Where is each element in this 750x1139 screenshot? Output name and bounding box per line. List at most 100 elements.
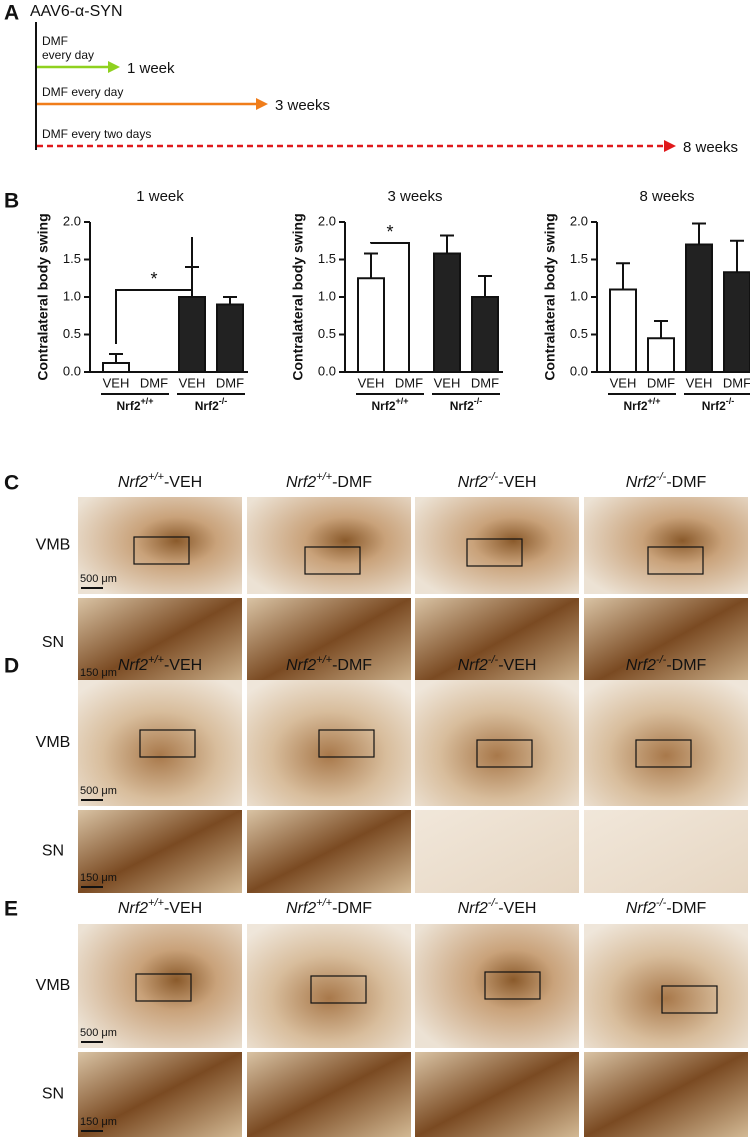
y-tick-label: 1.0: [570, 288, 588, 303]
significance-mark: *: [386, 222, 393, 242]
y-axis-label: Contralateral body swing: [542, 213, 558, 380]
sn-image: [78, 1052, 242, 1137]
x-tick-label: DMF: [647, 375, 675, 390]
treatment-label: every day: [42, 48, 94, 62]
significance-bracket: [370, 242, 410, 372]
gene-name: Nrf2: [458, 474, 488, 491]
y-tick-label: 2.0: [318, 213, 336, 228]
gene-name: Nrf2: [458, 900, 488, 917]
y-tick-label: 1.5: [318, 251, 336, 266]
arrow-head: [256, 98, 268, 110]
group-name: Nrf2: [195, 399, 219, 413]
y-tick-label: 1.0: [318, 288, 336, 303]
group-name: Nrf2: [702, 399, 726, 413]
sn-image: [247, 810, 411, 893]
y-axis-label: Contralateral body swing: [290, 213, 306, 380]
gene-name: Nrf2: [118, 474, 148, 491]
roi-box: [484, 971, 541, 1000]
duration-label: 3 weeks: [275, 97, 330, 114]
treatment: -DMF: [332, 657, 372, 674]
genotype-sup: -/-: [488, 471, 499, 483]
treatment: -DMF: [666, 900, 706, 917]
sn-image: [78, 598, 242, 688]
genotype-sup: +/+: [316, 471, 332, 483]
vmb-image: [247, 924, 411, 1048]
x-tick-label: VEH: [103, 375, 130, 390]
roi-box: [135, 973, 192, 1002]
gene-name: Nrf2: [118, 657, 148, 674]
group-label: Nrf2-/-: [195, 396, 228, 413]
y-tick-label: 0.0: [63, 363, 81, 378]
sn-image: [584, 1052, 748, 1137]
treatment: -VEH: [498, 657, 536, 674]
y-tick-label: 0.0: [570, 363, 588, 378]
significance-bracket: [115, 237, 193, 344]
panel-label: D: [4, 655, 19, 678]
sn-image: [247, 1052, 411, 1137]
roi-box: [304, 546, 361, 575]
roi-box: [661, 985, 718, 1014]
y-tick-label: 0.5: [318, 326, 336, 341]
vmb-image: [247, 497, 411, 594]
genotype-sup: +/+: [148, 897, 164, 909]
group-name: Nrf2: [450, 399, 474, 413]
treatment-label: DMF every day: [42, 85, 123, 99]
column-header: Nrf2+/+-VEH: [118, 897, 202, 917]
treatment: -VEH: [164, 474, 202, 491]
bar: [647, 337, 675, 373]
vmb-image: [415, 680, 579, 806]
bar: [216, 303, 244, 373]
y-tick-label: 0.5: [570, 326, 588, 341]
x-tick-label: DMF: [216, 375, 244, 390]
y-tick-label: 1.5: [63, 251, 81, 266]
scale-bar-label: 500 μm: [80, 573, 117, 585]
panel-label: C: [4, 472, 19, 495]
roi-box: [466, 538, 523, 567]
column-header: Nrf2-/--VEH: [458, 654, 537, 674]
row-label: SN: [42, 843, 64, 860]
group-label: Nrf2+/+: [116, 396, 153, 413]
gene-name: Nrf2: [458, 657, 488, 674]
genotype-sup: -/-: [488, 897, 499, 909]
panel-label: A: [4, 2, 19, 25]
genotype-sup: -/-: [656, 897, 667, 909]
duration-label: 1 week: [127, 60, 175, 77]
scale-bar-label: 150 μm: [80, 667, 117, 679]
vmb-image: [78, 924, 242, 1048]
x-tick-label: VEH: [610, 375, 637, 390]
bar: [102, 362, 130, 373]
group-name: Nrf2: [116, 399, 140, 413]
gene-name: Nrf2: [118, 900, 148, 917]
genotype-sup: -/-: [656, 471, 667, 483]
genotype-sup: -/-: [488, 654, 499, 666]
row-label: VMB: [36, 977, 71, 994]
x-tick-label: DMF: [723, 375, 750, 390]
vector-label: AAV6-α-SYN: [30, 3, 123, 20]
vmb-image: [247, 680, 411, 806]
genotype-sup: +/+: [316, 897, 332, 909]
treatment-label: DMF: [42, 34, 68, 48]
treatment: -VEH: [498, 474, 536, 491]
sn-image: [415, 598, 579, 688]
column-header: Nrf2-/--VEH: [458, 471, 537, 491]
y-tick-label: 0.0: [318, 363, 336, 378]
column-header: Nrf2+/+-VEH: [118, 471, 202, 491]
y-tick-label: 1.5: [570, 251, 588, 266]
group-sup: -/-: [219, 396, 228, 406]
treatment: -DMF: [666, 657, 706, 674]
group-label: Nrf2+/+: [371, 396, 408, 413]
vmb-image: [78, 497, 242, 594]
treatment: -DMF: [666, 474, 706, 491]
genotype-sup: -/-: [656, 654, 667, 666]
treatment: -VEH: [164, 657, 202, 674]
scale-bar-label: 500 μm: [80, 785, 117, 797]
bar: [609, 288, 637, 373]
genotype-sup: +/+: [316, 654, 332, 666]
row-label: VMB: [36, 537, 71, 554]
y-axis-label: Contralateral body swing: [35, 213, 51, 380]
scale-bar-label: 500 μm: [80, 1027, 117, 1039]
gene-name: Nrf2: [626, 900, 656, 917]
y-tick-label: 0.5: [63, 326, 81, 341]
gene-name: Nrf2: [286, 900, 316, 917]
